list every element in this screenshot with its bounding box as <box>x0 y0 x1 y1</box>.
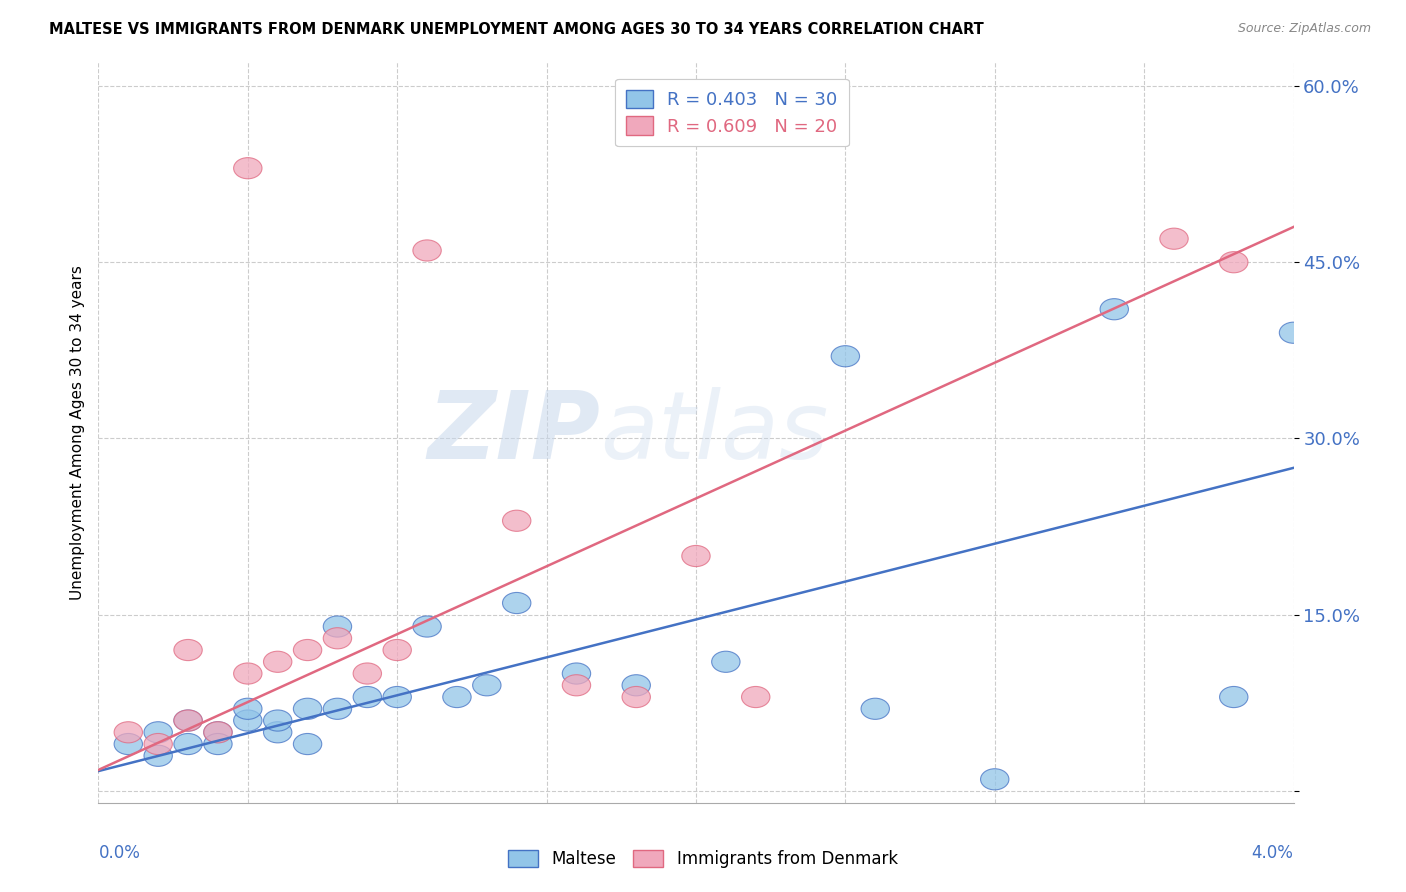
Ellipse shape <box>294 698 322 719</box>
Ellipse shape <box>114 722 142 743</box>
Ellipse shape <box>143 745 173 766</box>
Ellipse shape <box>711 651 740 673</box>
Ellipse shape <box>353 663 381 684</box>
Ellipse shape <box>1219 687 1249 707</box>
Ellipse shape <box>562 663 591 684</box>
Y-axis label: Unemployment Among Ages 30 to 34 years: Unemployment Among Ages 30 to 34 years <box>69 265 84 600</box>
Ellipse shape <box>682 545 710 566</box>
Ellipse shape <box>204 733 232 755</box>
Ellipse shape <box>1160 228 1188 249</box>
Ellipse shape <box>741 687 770 707</box>
Ellipse shape <box>1099 299 1129 320</box>
Ellipse shape <box>413 616 441 637</box>
Text: atlas: atlas <box>600 387 828 478</box>
Ellipse shape <box>831 346 859 367</box>
Ellipse shape <box>233 663 262 684</box>
Ellipse shape <box>1279 322 1308 343</box>
Ellipse shape <box>860 698 890 719</box>
Ellipse shape <box>502 510 531 532</box>
Ellipse shape <box>294 733 322 755</box>
Ellipse shape <box>562 674 591 696</box>
Text: Source: ZipAtlas.com: Source: ZipAtlas.com <box>1237 22 1371 36</box>
Ellipse shape <box>502 592 531 614</box>
Ellipse shape <box>204 722 232 743</box>
Ellipse shape <box>174 710 202 731</box>
Ellipse shape <box>621 687 651 707</box>
Ellipse shape <box>174 640 202 661</box>
Text: ZIP: ZIP <box>427 386 600 479</box>
Ellipse shape <box>472 674 501 696</box>
Text: 0.0%: 0.0% <box>98 845 141 863</box>
Ellipse shape <box>233 158 262 178</box>
Ellipse shape <box>621 674 651 696</box>
Ellipse shape <box>294 640 322 661</box>
Text: 4.0%: 4.0% <box>1251 845 1294 863</box>
Ellipse shape <box>263 710 292 731</box>
Ellipse shape <box>413 240 441 261</box>
Ellipse shape <box>353 687 381 707</box>
Ellipse shape <box>1219 252 1249 273</box>
Ellipse shape <box>143 722 173 743</box>
Ellipse shape <box>174 733 202 755</box>
Ellipse shape <box>263 722 292 743</box>
Legend: R = 0.403   N = 30, R = 0.609   N = 20: R = 0.403 N = 30, R = 0.609 N = 20 <box>614 78 849 146</box>
Ellipse shape <box>323 698 352 719</box>
Legend: Maltese, Immigrants from Denmark: Maltese, Immigrants from Denmark <box>502 843 904 875</box>
Ellipse shape <box>143 733 173 755</box>
Ellipse shape <box>382 687 412 707</box>
Ellipse shape <box>443 687 471 707</box>
Ellipse shape <box>980 769 1010 790</box>
Ellipse shape <box>233 710 262 731</box>
Ellipse shape <box>204 722 232 743</box>
Text: MALTESE VS IMMIGRANTS FROM DENMARK UNEMPLOYMENT AMONG AGES 30 TO 34 YEARS CORREL: MALTESE VS IMMIGRANTS FROM DENMARK UNEMP… <box>49 22 984 37</box>
Ellipse shape <box>114 733 142 755</box>
Ellipse shape <box>263 651 292 673</box>
Ellipse shape <box>382 640 412 661</box>
Ellipse shape <box>233 698 262 719</box>
Ellipse shape <box>323 616 352 637</box>
Ellipse shape <box>174 710 202 731</box>
Ellipse shape <box>323 628 352 648</box>
